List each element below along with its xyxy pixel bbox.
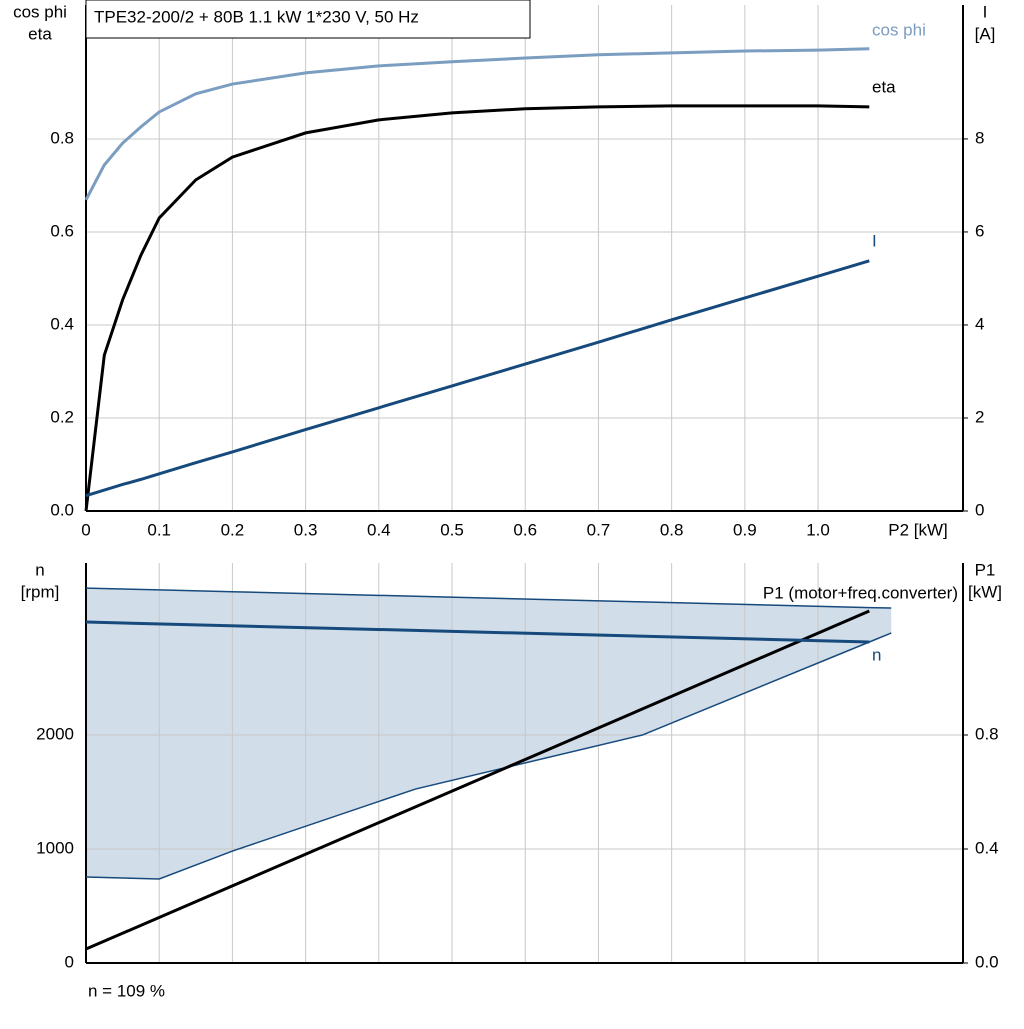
y2-tick-label: 6 [975,221,984,240]
y-tick-label: 0.8 [50,128,74,147]
series-label: n [872,645,881,664]
x-tick-label: 0.9 [733,520,757,539]
y2-axis-label: P1 [975,560,996,579]
series-label: P1 (motor+freq.converter) [763,583,958,602]
y-tick-label: 2000 [36,724,74,743]
x-tick-label: 1.0 [806,520,830,539]
x-tick-label: 0.1 [147,520,171,539]
series-line [85,620,870,644]
area-edge [85,587,892,609]
y2-tick-label: 0.0 [975,952,999,971]
y-tick-label: 0.2 [50,407,74,426]
x-tick-label: 0.7 [587,520,611,539]
y2-tick-label: 0.4 [975,838,999,857]
y-tick-label: 0.6 [50,221,74,240]
y-axis-label: [rpm] [21,582,60,601]
y2-axis-label: [kW] [968,582,1002,601]
x-tick-label: 0.6 [513,520,537,539]
series-label: cos phi [872,20,926,39]
series-line [85,259,870,498]
x-tick-label: 0.4 [367,520,391,539]
series-line [84,47,870,201]
y-tick-label: 1000 [36,838,74,857]
title-box [85,0,531,39]
y2-axis-label: I [983,2,988,21]
operating-area [86,588,892,879]
y-tick-label: 0 [65,952,74,971]
series-line [85,609,870,951]
chart-title: TPE32-200/2 + 80B 1.1 kW 1*230 V, 50 Hz [94,7,419,26]
annotation: n = 109 % [88,981,165,1000]
y2-tick-label: 8 [975,128,984,147]
x-tick-label: 0.3 [294,520,318,539]
x-tick-label: 0 [81,520,90,539]
x-axis-label: P2 [kW] [888,520,948,539]
x-tick-label: 0.8 [660,520,684,539]
y2-axis-label: [A] [975,24,996,43]
x-tick-label: 0.5 [440,520,464,539]
y-axis-label: n [35,560,44,579]
y2-tick-label: 4 [975,314,984,333]
y-tick-label: 0.4 [50,314,74,333]
y-axis-label: cos phi [13,2,67,21]
series-label: I [872,231,877,250]
y-axis-label: eta [28,24,52,43]
series-line [84,104,870,512]
y2-tick-label: 2 [975,407,984,426]
x-tick-label: 0.2 [221,520,245,539]
y2-tick-label: 0 [975,500,984,519]
y2-tick-label: 0.8 [975,724,999,743]
y-tick-label: 0.0 [50,500,74,519]
series-label: eta [872,77,896,96]
